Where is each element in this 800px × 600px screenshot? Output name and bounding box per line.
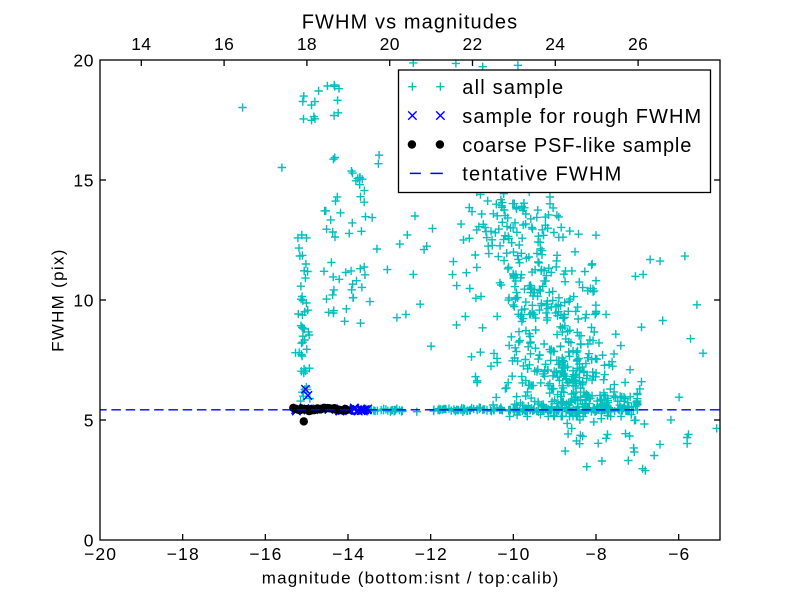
svg-text:FWHM (pix): FWHM (pix)	[49, 248, 68, 352]
svg-text:tentative FWHM: tentative FWHM	[462, 164, 622, 186]
svg-text:24: 24	[545, 34, 565, 54]
svg-text:14: 14	[131, 34, 151, 54]
svg-text:−18: −18	[167, 544, 200, 564]
svg-text:18: 18	[297, 34, 317, 54]
svg-text:20: 20	[380, 34, 400, 54]
svg-text:coarse PSF-like sample: coarse PSF-like sample	[462, 135, 692, 157]
svg-text:0: 0	[84, 530, 94, 550]
svg-text:magnitude (bottom:isnt / top:c: magnitude (bottom:isnt / top:calib)	[262, 568, 560, 587]
svg-text:26: 26	[628, 34, 648, 54]
svg-text:FWHM vs magnitudes: FWHM vs magnitudes	[302, 12, 519, 34]
svg-text:−8: −8	[585, 544, 607, 564]
svg-text:sample for rough FWHM: sample for rough FWHM	[462, 106, 702, 128]
svg-text:−10: −10	[497, 544, 530, 564]
svg-text:−14: −14	[332, 544, 365, 564]
svg-text:−20: −20	[84, 544, 117, 564]
svg-text:all sample: all sample	[462, 77, 564, 99]
svg-text:20: 20	[73, 50, 94, 70]
svg-text:10: 10	[73, 290, 94, 310]
svg-text:22: 22	[462, 34, 482, 54]
svg-text:16: 16	[214, 34, 234, 54]
svg-text:−6: −6	[668, 544, 690, 564]
svg-text:15: 15	[73, 170, 94, 190]
svg-text:−16: −16	[249, 544, 282, 564]
svg-text:5: 5	[84, 410, 94, 430]
svg-text:−12: −12	[415, 544, 448, 564]
